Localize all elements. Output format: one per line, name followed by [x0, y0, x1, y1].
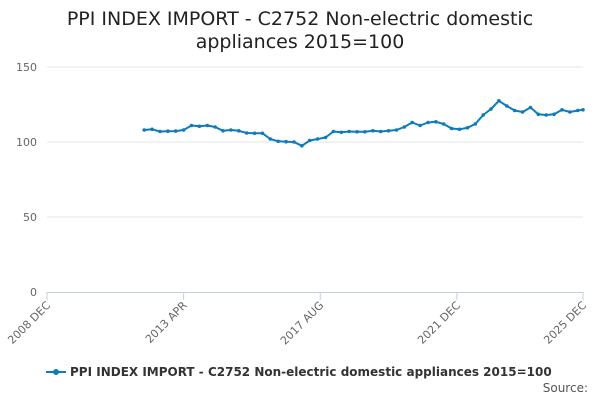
data-point[interactable] [489, 107, 493, 111]
source-label: Source: [542, 381, 588, 395]
chart-title: PPI INDEX IMPORT - C2752 Non-electric do… [60, 8, 540, 54]
gridlines [47, 66, 583, 218]
y-tick-label: 50 [23, 211, 37, 224]
data-point[interactable] [331, 129, 336, 134]
data-point[interactable] [355, 130, 359, 134]
data-point[interactable] [307, 138, 312, 143]
legend-swatch-marker [53, 369, 59, 375]
data-point[interactable] [426, 120, 430, 125]
data-point[interactable] [473, 122, 478, 126]
x-tick-label: 2008 DEC [5, 299, 53, 347]
data-point[interactable] [575, 108, 580, 113]
data-point[interactable] [181, 128, 186, 132]
data-point[interactable] [323, 135, 328, 140]
x-tick-label: 2017 AUG [278, 299, 327, 348]
y-axis-tick-labels: 0 50 100 150 [16, 61, 37, 299]
data-point[interactable] [378, 129, 383, 134]
data-point[interactable] [544, 113, 548, 117]
data-point[interactable] [552, 112, 556, 117]
data-point[interactable] [339, 130, 344, 135]
series-layer [142, 99, 585, 148]
data-point[interactable] [505, 104, 509, 108]
legend-label: PPI INDEX IMPORT - C2752 Non-electric do… [70, 365, 552, 379]
data-point[interactable] [371, 129, 375, 133]
data-point[interactable] [268, 137, 273, 141]
data-point[interactable] [581, 108, 585, 112]
data-point[interactable] [237, 129, 241, 133]
chart-title-line-2: appliances 2015=100 [195, 31, 405, 53]
data-point[interactable] [418, 123, 422, 128]
data-point[interactable] [244, 131, 249, 135]
data-point[interactable] [520, 110, 525, 114]
data-point[interactable] [560, 108, 564, 112]
data-point[interactable] [189, 123, 194, 128]
data-point[interactable] [528, 105, 533, 110]
data-point[interactable] [457, 127, 462, 132]
data-point[interactable] [166, 129, 170, 133]
data-point[interactable] [292, 140, 296, 144]
data-point[interactable] [449, 126, 454, 131]
x-tick-label: 2013 APR [143, 299, 190, 346]
legend-swatch [46, 367, 66, 377]
series-line[interactable] [143, 99, 584, 147]
data-point[interactable] [441, 122, 446, 126]
data-point[interactable] [402, 125, 407, 129]
data-point[interactable] [512, 108, 517, 113]
data-point[interactable] [465, 126, 470, 130]
data-point[interactable] [410, 120, 415, 125]
data-point[interactable] [347, 129, 352, 134]
x-tick-label: 2021 DEC [415, 299, 463, 347]
data-point[interactable] [434, 120, 438, 124]
chart-title-line-1: PPI INDEX IMPORT - C2752 Non-electric do… [66, 8, 534, 30]
data-point[interactable] [158, 129, 162, 134]
x-tick-label: 2025 DEC [541, 299, 589, 347]
data-point[interactable] [386, 129, 391, 133]
data-point[interactable] [205, 123, 210, 128]
legend[interactable]: PPI INDEX IMPORT - C2752 Non-electric do… [46, 362, 552, 382]
data-point[interactable] [173, 129, 178, 133]
data-point[interactable] [276, 139, 281, 144]
data-point[interactable] [197, 124, 202, 129]
data-point[interactable] [229, 128, 233, 132]
x-axis [46, 292, 584, 300]
y-tick-label: 0 [30, 286, 37, 299]
data-point[interactable] [142, 128, 146, 132]
data-point[interactable] [394, 128, 399, 132]
y-tick-label: 100 [16, 136, 37, 149]
data-point[interactable] [481, 113, 486, 117]
data-point[interactable] [300, 144, 304, 148]
y-tick-label: 150 [16, 61, 37, 74]
x-axis-tick-labels: 2008 DEC 2013 APR 2017 AUG 2021 DEC 2025 DEC [5, 299, 589, 348]
data-point[interactable] [252, 131, 257, 136]
data-point[interactable] [260, 131, 265, 136]
data-point[interactable] [363, 130, 367, 134]
data-point[interactable] [213, 125, 217, 129]
data-point[interactable] [150, 127, 154, 132]
data-point[interactable] [221, 129, 225, 133]
data-point[interactable] [497, 99, 501, 103]
data-point[interactable] [568, 110, 572, 114]
data-point[interactable] [315, 137, 320, 141]
data-point[interactable] [284, 139, 288, 144]
data-point[interactable] [536, 112, 541, 117]
